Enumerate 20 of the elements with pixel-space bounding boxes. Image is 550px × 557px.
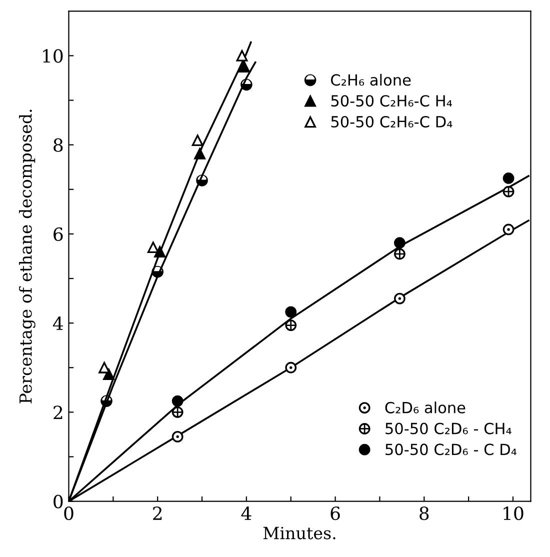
legend-label: C₂D₆ alone (385, 402, 466, 414)
x-tick-label: 8 (420, 506, 429, 520)
legend-label: 50-50 C₂H₆-C H₄ (331, 95, 452, 107)
legend-label: C₂H₆ alone (331, 74, 411, 86)
x-tick-label: 10 (504, 506, 524, 520)
legend-label: 50-50 C₂H₆-C D₄ (331, 116, 452, 128)
legend-label: 50-50 C₂D₆ - CH₄ (386, 422, 512, 434)
y-tick-label: 6 (54, 227, 63, 242)
y-tick-label: 10 (43, 49, 63, 63)
y-tick-label: 4 (52, 316, 63, 330)
legend-label: 50-50 C₂D₆ - C D₄ (386, 444, 517, 456)
y-tick-label: 0 (54, 494, 63, 508)
x-axis-title: Minutes. (263, 526, 336, 540)
x-tick-label: 6 (330, 506, 340, 520)
x-tick-label: 0 (64, 506, 74, 520)
x-tick-label: 4 (241, 506, 252, 520)
y-tick-label: 2 (54, 406, 62, 420)
y-axis-title: Percentage of ethane decomposed. (18, 110, 36, 404)
x-tick-label: 2 (153, 506, 162, 520)
y-tick-label: 8 (54, 138, 63, 152)
